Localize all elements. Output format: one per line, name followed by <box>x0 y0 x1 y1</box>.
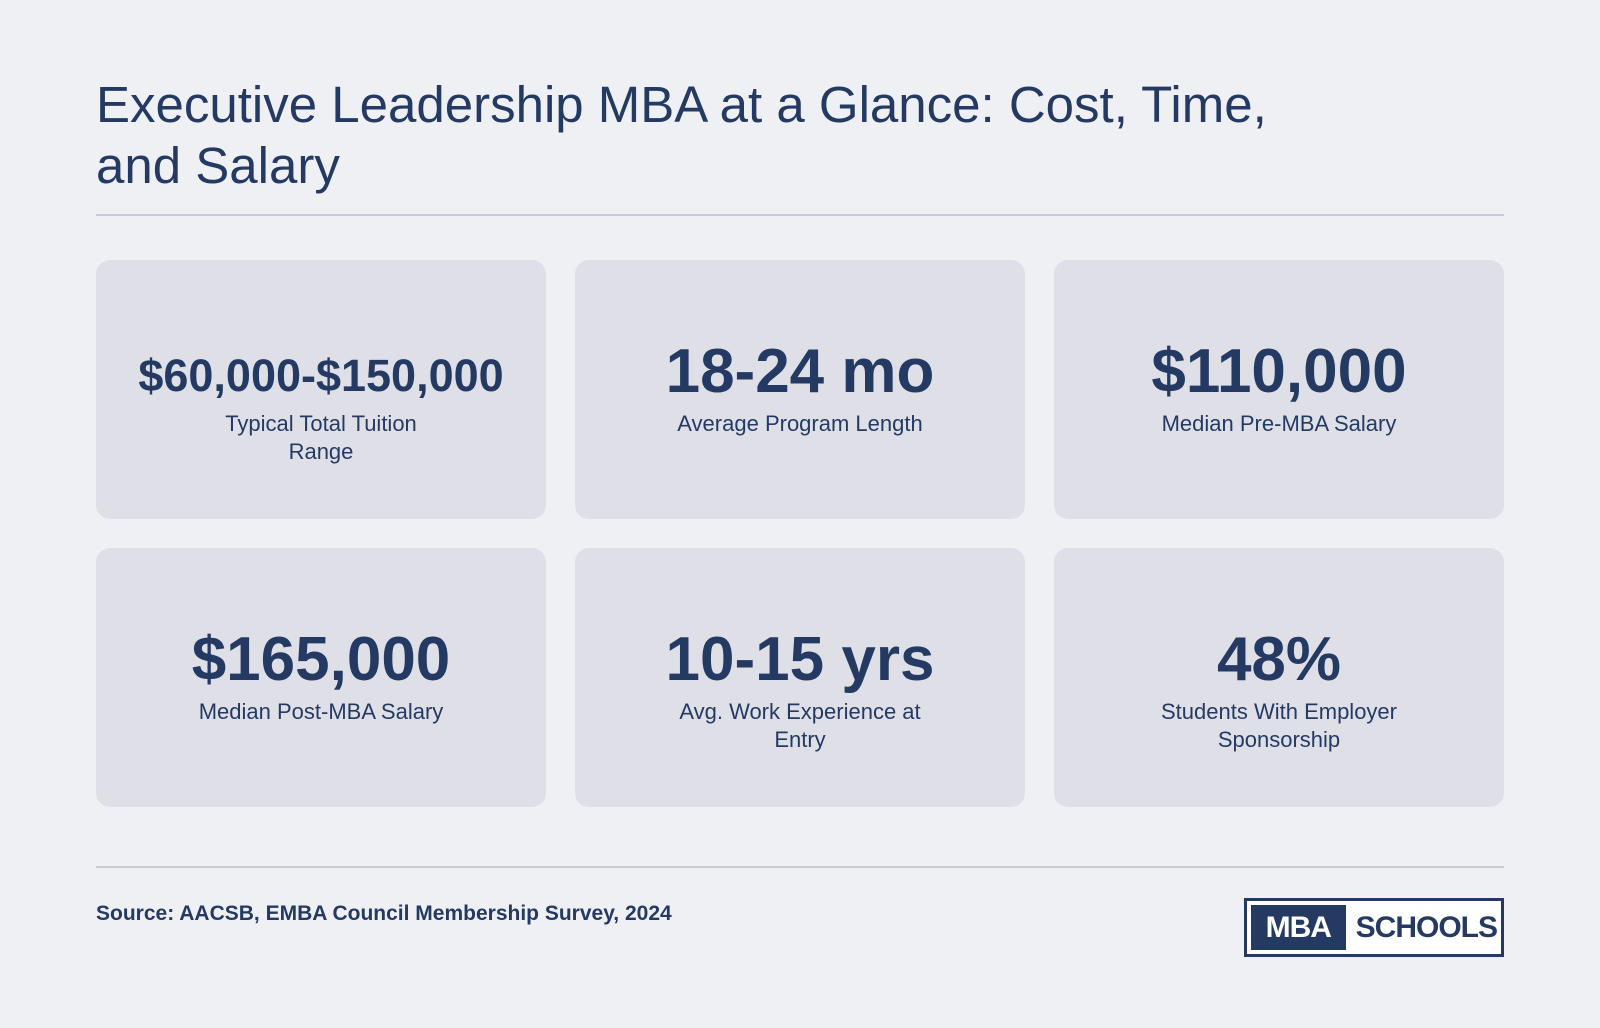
stat-value: 48% <box>1216 625 1342 694</box>
stat-card-post-mba-salary: $165,000 Median Post-MBA Salary <box>96 548 546 807</box>
stats-grid: $60,000-$150,000 Typical Total Tuition R… <box>96 260 1504 807</box>
stat-value: 18-24 mo <box>665 337 935 406</box>
page-title: Executive Leadership MBA at a Glance: Co… <box>96 76 1267 194</box>
top-divider <box>96 214 1504 216</box>
stat-value: $110,000 <box>1151 337 1407 406</box>
infographic: Executive Leadership MBA at a Glance: Co… <box>96 0 1504 1028</box>
mba-schools-logo: MBA SCHOOLS <box>1244 898 1504 957</box>
stat-label: Median Pre-MBA Salary <box>1161 411 1397 436</box>
logo-mba-text: MBA <box>1251 905 1346 950</box>
stat-value: $165,000 <box>191 625 451 694</box>
stat-label: Typical Total Tuition Range <box>225 411 417 464</box>
stat-card-pre-mba-salary: $110,000 Median Pre-MBA Salary <box>1054 260 1504 519</box>
stat-label: Avg. Work Experience at Entry <box>679 699 921 752</box>
stat-card-employer-sponsorship: 48% Students With Employer Sponsorship <box>1054 548 1504 807</box>
stat-card-work-experience: 10-15 yrs Avg. Work Experience at Entry <box>575 548 1025 807</box>
bottom-divider <box>96 866 1504 868</box>
logo-schools-text: SCHOOLS <box>1355 910 1498 944</box>
source-note: Source: AACSB, EMBA Council Membership S… <box>96 902 672 925</box>
stat-card-program-length: 18-24 mo Average Program Length <box>575 260 1025 519</box>
stat-label: Students With Employer Sponsorship <box>1161 699 1397 752</box>
stat-value: $60,000-$150,000 <box>138 350 504 401</box>
stat-label: Average Program Length <box>677 411 923 436</box>
stat-value: 10-15 yrs <box>665 625 935 694</box>
stat-label: Median Post-MBA Salary <box>198 699 444 724</box>
stat-card-tuition: $60,000-$150,000 Typical Total Tuition R… <box>96 260 546 519</box>
